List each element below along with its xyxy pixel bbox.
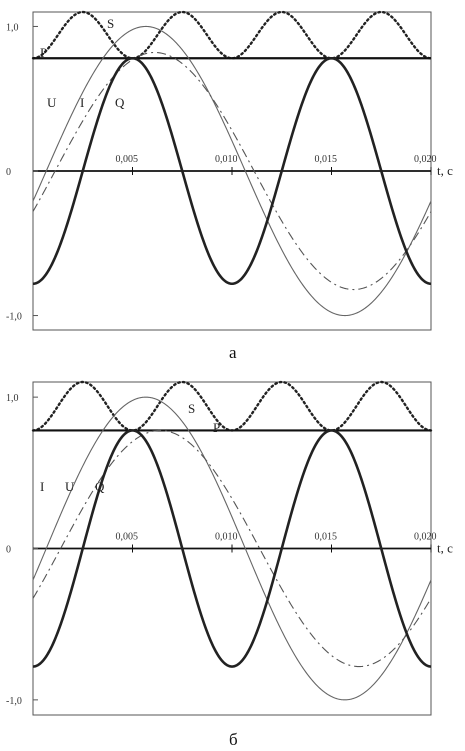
series-s-line (31, 380, 433, 432)
series-u-line (32, 25, 432, 317)
x-axis-label: t, c (437, 541, 453, 556)
series-label: Q (95, 479, 105, 494)
series-label: Q (115, 95, 125, 110)
series-u-line (32, 396, 432, 701)
x-tick-label: 0,020 (414, 154, 437, 165)
series-s-line (31, 10, 433, 60)
series-i-line (32, 51, 432, 291)
series-q-line (32, 56, 432, 286)
y-tick-label: 0 (6, 545, 11, 556)
x-tick-label: 0,015 (315, 154, 338, 165)
series-label: P (40, 45, 47, 60)
panel-a-caption: а (229, 343, 237, 362)
x-tick-label: 0,010 (215, 154, 238, 165)
y-tick-label: -1,0 (6, 312, 22, 323)
series-label: S (107, 16, 114, 31)
series-label: I (40, 479, 44, 494)
x-tick-label: 0,015 (315, 532, 338, 543)
series-q-line (32, 429, 432, 668)
y-tick-label: -1,0 (6, 696, 22, 707)
series-label: I (80, 95, 84, 110)
y-tick-label: 0 (6, 167, 11, 178)
x-axis-label: t, c (437, 163, 453, 178)
series-label: U (65, 479, 75, 494)
x-tick-label: 0,005 (116, 532, 139, 543)
x-tick-label: 0,010 (215, 532, 238, 543)
x-tick-label: 0,005 (116, 154, 139, 165)
series-i-line (32, 429, 432, 668)
panel-b-caption: б (229, 730, 238, 749)
y-tick-label: 1,0 (6, 393, 19, 404)
series-label: U (47, 95, 57, 110)
y-tick-label: 1,0 (6, 22, 19, 33)
series-label: S (188, 401, 195, 416)
x-tick-label: 0,020 (414, 532, 437, 543)
series-label: P (213, 420, 220, 435)
